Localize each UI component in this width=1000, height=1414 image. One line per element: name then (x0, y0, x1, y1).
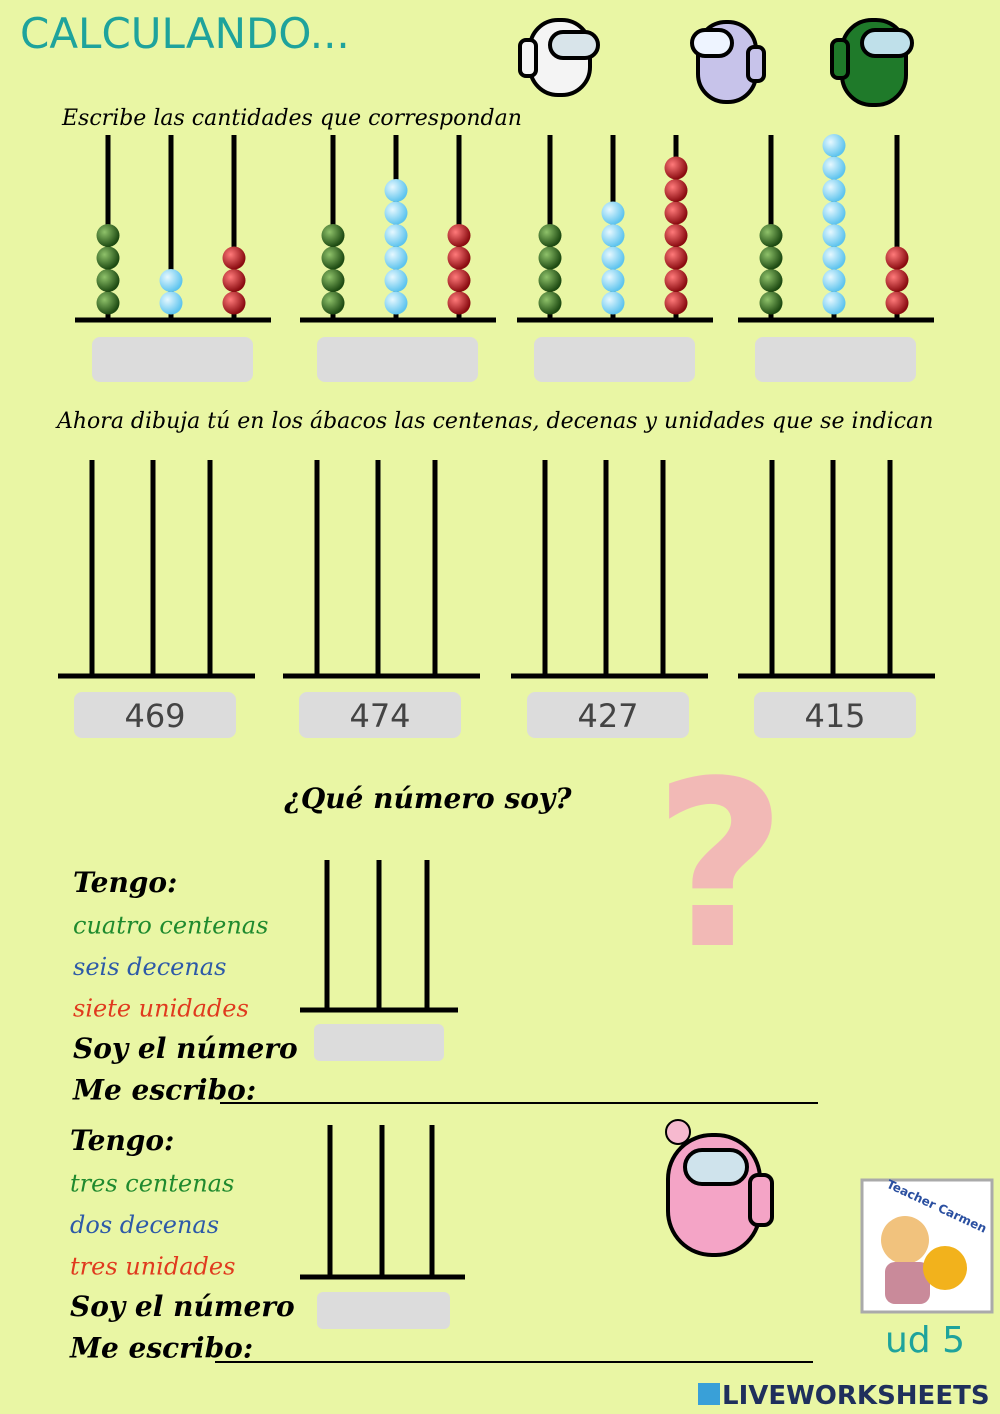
riddle-write-prompt: Me escribo: (69, 1332, 253, 1365)
number: 474 (349, 697, 410, 735)
bead (159, 269, 183, 292)
bead (759, 246, 783, 270)
riddle-heading: Tengo: (70, 1124, 174, 1157)
teacher-badge: Teacher Carmen (860, 1177, 994, 1314)
crewmate-pink (665, 1119, 774, 1257)
riddles: Tengo: cuatro centenas seis decenas siete u… (69, 860, 818, 1365)
bead (384, 269, 408, 292)
answer-box[interactable] (314, 1024, 444, 1061)
bead (664, 179, 688, 202)
abacus-row (75, 134, 934, 382)
question-mark: ? (653, 733, 786, 1000)
number-box (527, 692, 689, 738)
number: 415 (804, 697, 865, 735)
answer-box[interactable] (534, 337, 695, 382)
bead (759, 269, 783, 292)
riddle-number-prompt: Soy el número (73, 1032, 298, 1065)
bead (384, 201, 408, 225)
bead (538, 269, 562, 292)
riddle-units: tres unidades (70, 1253, 235, 1281)
riddle-tens: dos decenas (70, 1211, 219, 1239)
bead (885, 269, 909, 292)
title: CALCULANDO... (20, 9, 350, 58)
bead (447, 291, 471, 315)
bead (384, 246, 408, 270)
bead (96, 246, 120, 270)
bead (96, 269, 120, 292)
riddle-hundreds: cuatro centenas (73, 912, 268, 940)
crewmate-white (518, 18, 600, 97)
bead (822, 269, 846, 292)
bead (222, 246, 246, 270)
riddle-write-prompt: Me escribo: (72, 1074, 256, 1107)
answer-box[interactable] (317, 337, 478, 382)
bead (538, 291, 562, 315)
bead (321, 291, 345, 315)
bead (601, 291, 625, 315)
number: 427 (577, 697, 638, 735)
bead (664, 291, 688, 315)
bead (447, 269, 471, 292)
bead (664, 201, 688, 225)
riddle-hundreds: tres centenas (70, 1170, 234, 1198)
bead (759, 224, 783, 247)
bead (664, 246, 688, 270)
unit-label: ud 5 (885, 1320, 965, 1361)
bead (321, 224, 345, 247)
bead (601, 224, 625, 247)
number: 469 (124, 697, 185, 735)
brand-text: LIVEWORKSHEETS (722, 1381, 990, 1411)
bead (384, 291, 408, 315)
bead (759, 291, 783, 315)
bead (601, 201, 625, 225)
crewmate-lilac (690, 20, 766, 104)
bead (538, 224, 562, 247)
bead (664, 156, 688, 180)
bead (822, 246, 846, 270)
bead (822, 156, 846, 180)
riddle-tens: seis decenas (73, 953, 226, 981)
bead (447, 224, 471, 247)
section-title: ¿Qué número soy? (283, 782, 572, 815)
crewmate-green (830, 18, 914, 107)
bead (384, 224, 408, 247)
instruction: Ahora dibuja tú en los ábacos las centen… (55, 409, 933, 434)
bead (664, 269, 688, 292)
bead (321, 269, 345, 292)
riddle-units: siete unidades (73, 995, 249, 1023)
bead (601, 246, 625, 270)
bead (96, 224, 120, 247)
answer-box[interactable] (755, 337, 916, 382)
bead (822, 134, 846, 157)
bead (885, 246, 909, 270)
bead (885, 291, 909, 315)
number-box (754, 692, 916, 738)
bead (822, 179, 846, 202)
answer-box[interactable] (317, 1292, 450, 1329)
bead (222, 269, 246, 292)
brand: LIVEWORKSHEETS (698, 1381, 990, 1411)
riddle-number-prompt: Soy el número (70, 1290, 295, 1323)
bead (321, 246, 345, 270)
bead (822, 291, 846, 315)
riddle-heading: Tengo: (73, 866, 177, 899)
abacus-row: 469 474 427 415 (58, 460, 935, 738)
bead (664, 224, 688, 247)
instruction: Escribe las cantidades que correspondan (61, 106, 522, 131)
bead (601, 269, 625, 292)
bead (822, 201, 846, 225)
bead (222, 291, 246, 315)
bead (447, 246, 471, 270)
bead (159, 291, 183, 315)
answer-box[interactable] (92, 337, 253, 382)
bead (96, 291, 120, 315)
bead (822, 224, 846, 247)
number-box (299, 692, 461, 738)
bead (538, 246, 562, 270)
bead (384, 179, 408, 202)
number-box (74, 692, 236, 738)
